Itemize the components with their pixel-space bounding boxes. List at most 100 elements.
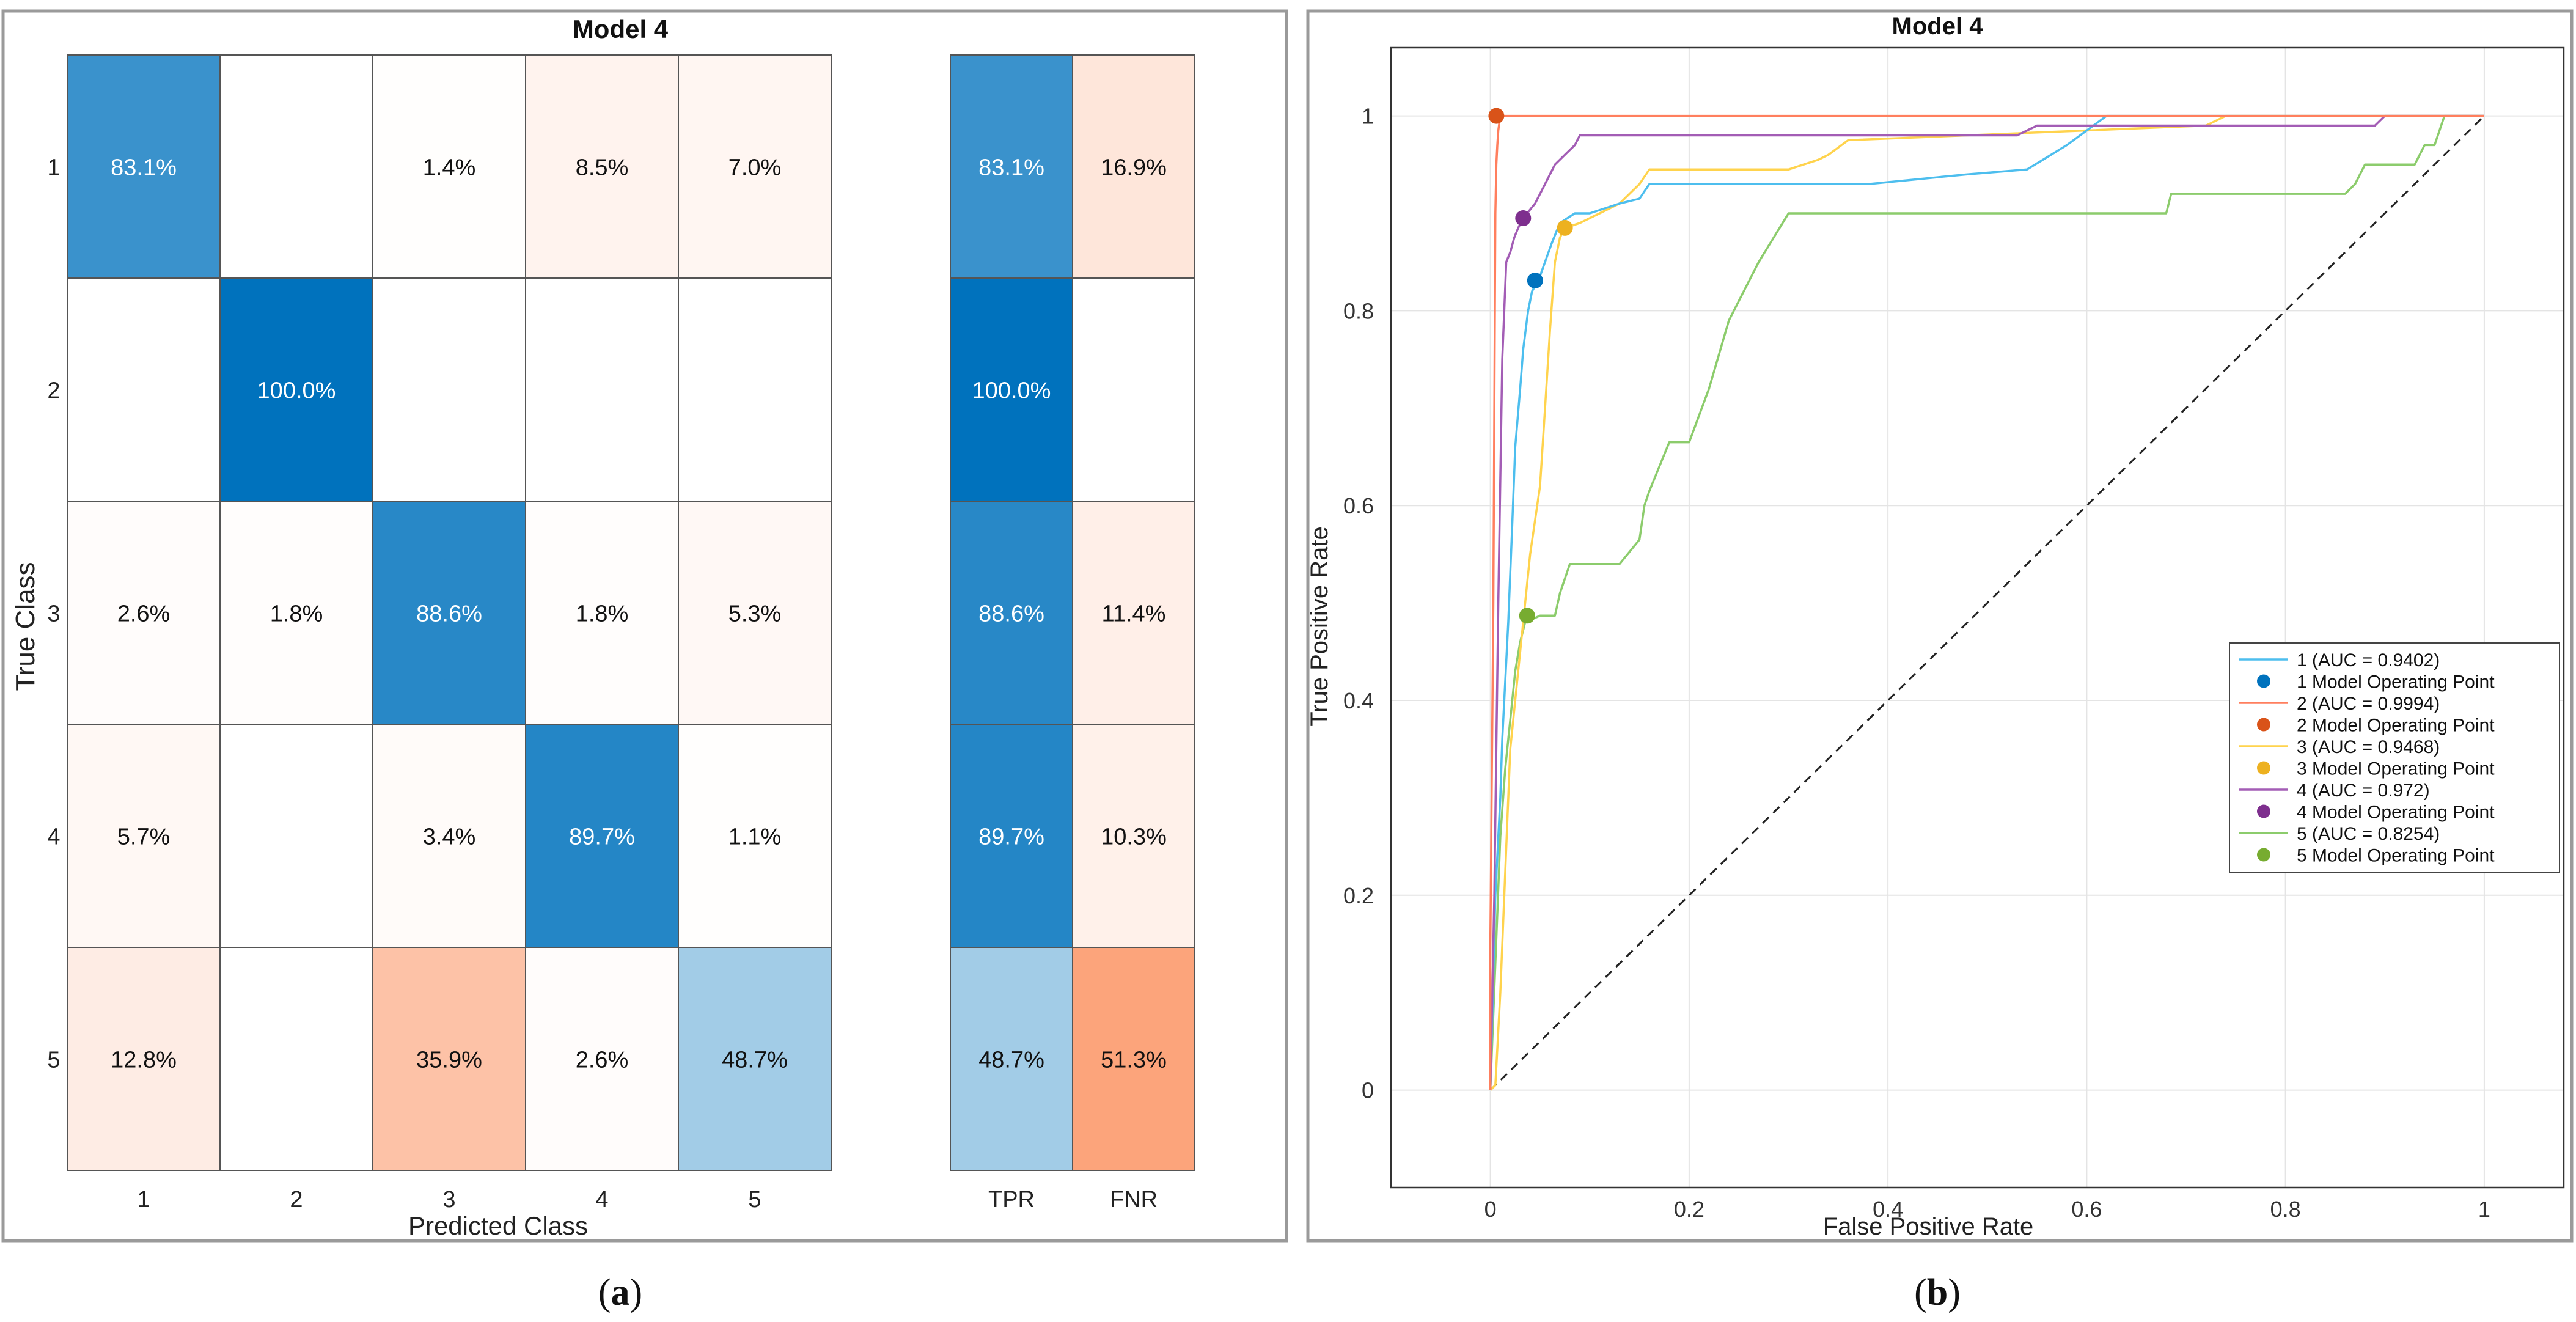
roc-curve-3 — [1489, 114, 2484, 1091]
summary-column-label: FNR — [1110, 1187, 1158, 1213]
tpr-cell — [950, 54, 1073, 279]
fnr-value: 51.3% — [1101, 1048, 1167, 1073]
confusion-cell — [525, 54, 679, 279]
legend-entry: 4 Model Operating Point — [2297, 802, 2495, 823]
true-class-tick: 1 — [47, 155, 60, 181]
predicted-class-tick: 1 — [137, 1187, 150, 1213]
legend-entry: 5 (AUC = 0.8254) — [2297, 824, 2440, 844]
y-tick-label: 0.8 — [1343, 298, 1374, 323]
confusion-cell — [678, 947, 832, 1171]
confusion-cell-value: 2.6% — [576, 1048, 629, 1073]
confusion-matrix-cells: 83.1% 1.4% 8.5% 7.0% 100.0% 2.6% 1.8% 88.6% 1.8%… — [67, 54, 832, 1171]
confusion-cell-value: 12.8% — [111, 1048, 177, 1073]
fnr-value: 11.4% — [1102, 601, 1166, 627]
tpr-value: 100.0% — [972, 378, 1051, 404]
confusion-cell-value: 1.4% — [423, 155, 476, 181]
confusion-cell — [525, 947, 679, 1171]
predicted-class-tick: 5 — [748, 1187, 761, 1213]
confusion-cell-value: 35.9% — [416, 1048, 482, 1073]
tpr-value: 83.1% — [978, 155, 1044, 181]
roc-xlabel: False Positive Rate — [1823, 1213, 2034, 1240]
fnr-cell — [1072, 947, 1195, 1171]
tpr-cell — [950, 277, 1073, 502]
confusion-cell — [67, 54, 221, 279]
legend-point-swatch — [2257, 804, 2270, 818]
fnr-value: 10.3% — [1101, 824, 1167, 850]
operating-point-5 — [1519, 608, 1535, 624]
y-tick-label: 0 — [1362, 1078, 1374, 1103]
confusion-cell — [67, 277, 221, 502]
confusion-axis-labels: 1 1 2 2 3 3 4 4 5 5 TPR FNR — [47, 155, 1158, 1213]
true-class-tick: 4 — [47, 824, 60, 850]
true-class-tick: 5 — [47, 1048, 60, 1073]
confusion-xlabel: Predicted Class — [408, 1211, 588, 1240]
confusion-cell — [67, 947, 221, 1171]
x-tick-label: 0.2 — [1674, 1197, 1704, 1222]
y-tick-label: 1 — [1362, 104, 1374, 129]
tpr-value: 89.7% — [978, 824, 1044, 850]
confusion-cell — [67, 501, 221, 725]
confusion-cell-value: 83.1% — [111, 155, 177, 181]
x-tick-label: 0 — [1484, 1197, 1497, 1222]
confusion-cell — [219, 724, 373, 948]
predicted-class-tick: 4 — [595, 1187, 608, 1213]
legend-point-swatch — [2257, 848, 2270, 862]
legend-point-swatch — [2257, 761, 2270, 775]
confusion-cell — [678, 277, 832, 502]
confusion-cell — [219, 277, 373, 502]
y-tick-label: 0.6 — [1343, 493, 1374, 518]
operating-point-4 — [1515, 210, 1532, 226]
x-tick-label: 0.8 — [2270, 1197, 2301, 1222]
roc-curve-4 — [1489, 114, 2484, 1090]
tpr-cell — [950, 501, 1073, 725]
roc-legend: 1 (AUC = 0.9402)1 Model Operating Point2… — [2229, 642, 2560, 873]
caption-b: (b) — [1914, 1272, 1961, 1313]
confusion-cell-value: 88.6% — [416, 601, 482, 627]
confusion-cell-value: 48.7% — [722, 1048, 788, 1073]
fnr-value: 16.9% — [1101, 155, 1167, 181]
fnr-cell — [1072, 501, 1195, 725]
legend-entry: 1 Model Operating Point — [2297, 672, 2495, 692]
confusion-cell — [678, 54, 832, 279]
confusion-title: Model 4 — [573, 15, 669, 43]
fnr-cell — [1072, 277, 1195, 502]
confusion-cell — [372, 277, 526, 502]
legend-point-swatch — [2257, 718, 2270, 732]
confusion-cell — [525, 277, 679, 502]
roc-operating-points — [1488, 108, 1573, 624]
true-class-tick: 3 — [47, 601, 60, 627]
plot-area-border — [1390, 46, 2565, 1189]
y-tick-label: 0.2 — [1343, 883, 1374, 908]
roc-ylabel: True Positive Rate — [1306, 526, 1333, 727]
confusion-cell — [372, 947, 526, 1171]
confusion-cell-value: 100.0% — [257, 378, 336, 404]
roc-curves — [1489, 114, 2485, 1091]
tpr-cell — [950, 947, 1073, 1171]
predicted-class-tick: 2 — [290, 1187, 303, 1213]
caption-a: (a) — [598, 1272, 642, 1313]
operating-point-1 — [1527, 272, 1543, 288]
confusion-cell-value: 89.7% — [569, 824, 635, 850]
true-class-tick: 2 — [47, 378, 60, 404]
confusion-cell — [372, 501, 526, 725]
roc-curve-2 — [1489, 114, 2484, 1090]
confusion-cell-value: 3.4% — [423, 824, 476, 850]
confusion-cell-value: 1.8% — [270, 601, 323, 627]
confusion-cell-value: 2.6% — [117, 601, 171, 627]
legend-point-swatch — [2257, 674, 2270, 688]
confusion-cell — [678, 501, 832, 725]
roc-curve-1 — [1489, 114, 2484, 1090]
operating-point-3 — [1557, 219, 1573, 236]
confusion-cell-value: 7.0% — [728, 155, 782, 181]
confusion-cell — [219, 54, 373, 279]
roc-title: Model 4 — [1892, 13, 1984, 40]
summary-columns: 83.1% 100.0% 88.6% 89.7% 48.7% 16.9% 11.4% 10.3… — [950, 54, 1195, 1171]
confusion-cell — [372, 724, 526, 948]
confusion-cell-value: 5.3% — [728, 601, 782, 627]
confusion-cell-value: 5.7% — [117, 824, 171, 850]
confusion-cell — [525, 724, 679, 948]
x-tick-label: 1 — [2478, 1197, 2490, 1222]
legend-entry: 4 (AUC = 0.972) — [2297, 780, 2430, 801]
legend-entry: 5 Model Operating Point — [2297, 846, 2495, 866]
